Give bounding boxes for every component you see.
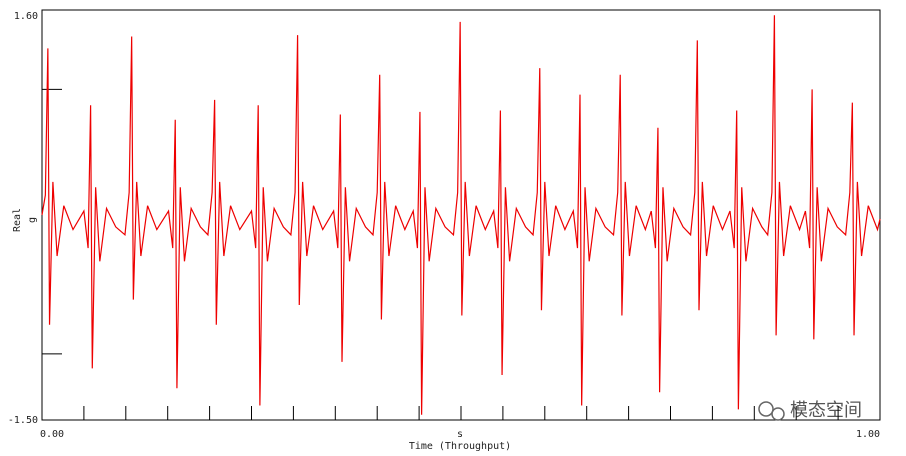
x-tick-label: 0.00 [40, 429, 64, 440]
watermark: 模态空间 [790, 400, 862, 421]
y-unit: g [27, 217, 38, 223]
x-unit: s [457, 429, 463, 440]
watermark-icon [758, 401, 785, 421]
y-tick-label: -1.50 [8, 415, 38, 426]
x-tick-label: 1.00 [856, 429, 880, 440]
signal-line [41, 15, 881, 415]
y-label: Real [12, 208, 23, 232]
y-tick-label: 1.60 [14, 11, 38, 22]
x-label: Time (Throughput) [409, 441, 511, 452]
